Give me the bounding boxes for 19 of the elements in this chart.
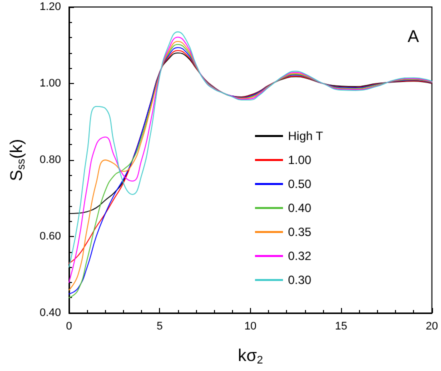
legend-label: 0.30 [288,273,312,287]
y-tick-label: 1.00 [40,78,61,90]
x-tick-label: 5 [156,320,163,332]
legend-label: High T [288,129,324,143]
legend-label: 0.32 [288,249,312,263]
legend-label: 0.50 [288,177,312,191]
legend-label: 1.00 [288,153,312,167]
y-tick-label: 0.60 [40,230,61,242]
legend-label: 0.40 [288,201,312,215]
x-tick-label: 10 [244,320,257,332]
y-axis-title: Sss(k) [7,138,28,182]
y-tick-label: 0.40 [40,307,61,319]
y-tick-label: 0.80 [40,154,61,166]
y-tick-label: 1.20 [40,1,61,13]
x-tick-label: 15 [335,320,348,332]
annotation: A [408,27,420,46]
x-tick-label: 0 [66,320,72,332]
legend-label: 0.35 [288,225,312,239]
x-tick-label: 20 [426,320,438,332]
